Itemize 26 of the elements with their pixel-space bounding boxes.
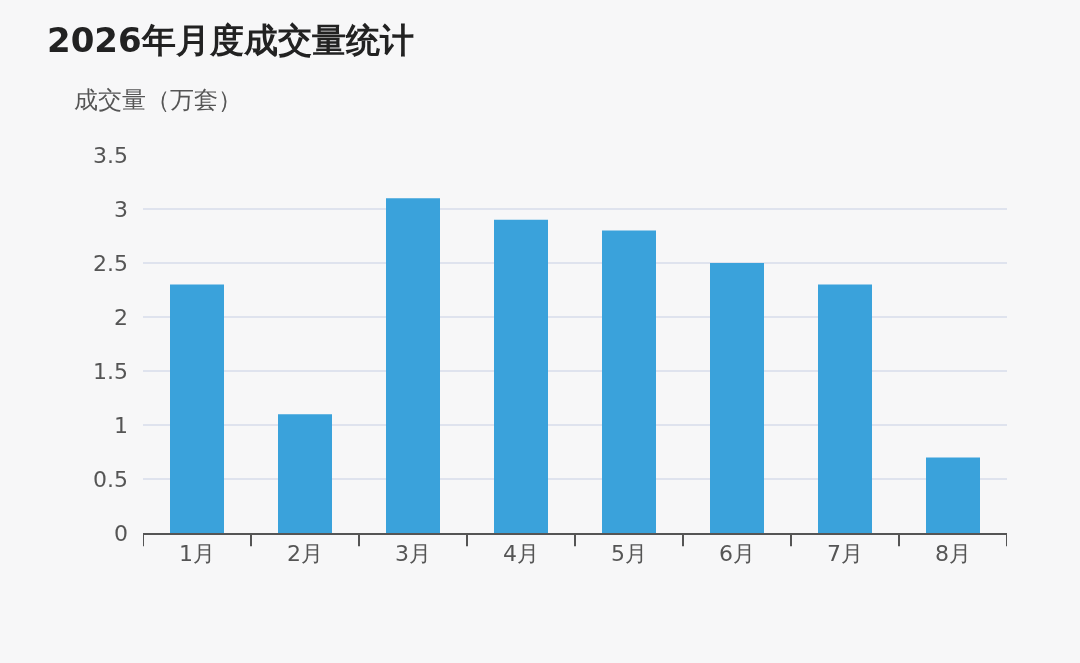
y-tick-label: 0 bbox=[114, 520, 128, 546]
y-axis-title: 成交量（万套） bbox=[74, 86, 242, 114]
bar bbox=[278, 414, 332, 533]
x-tick-label: 3月 bbox=[395, 541, 431, 567]
y-tick-label: 1.5 bbox=[93, 358, 128, 384]
y-tick-label: 3 bbox=[114, 196, 128, 222]
y-tick-label: 0.5 bbox=[93, 466, 128, 492]
bar bbox=[386, 198, 440, 533]
bar bbox=[926, 457, 980, 533]
x-tick-label: 7月 bbox=[827, 541, 863, 567]
x-tick-label: 6月 bbox=[719, 541, 755, 567]
x-tick-label: 5月 bbox=[611, 541, 647, 567]
bar bbox=[494, 219, 548, 533]
x-tick-label: 1月 bbox=[179, 541, 215, 567]
bar bbox=[818, 284, 872, 533]
bar bbox=[602, 230, 656, 533]
x-tick-label: 2月 bbox=[287, 541, 323, 567]
bar bbox=[170, 284, 224, 533]
x-tick-label: 4月 bbox=[503, 541, 539, 567]
bar bbox=[710, 263, 764, 533]
x-tick-label: 8月 bbox=[935, 541, 971, 567]
chart-title: 2026年月度成交量统计 bbox=[47, 19, 414, 60]
y-tick-label: 2 bbox=[114, 304, 128, 330]
y-tick-label: 2.5 bbox=[93, 250, 128, 276]
y-tick-label: 1 bbox=[114, 412, 128, 438]
y-tick-label: 3.5 bbox=[93, 142, 128, 168]
